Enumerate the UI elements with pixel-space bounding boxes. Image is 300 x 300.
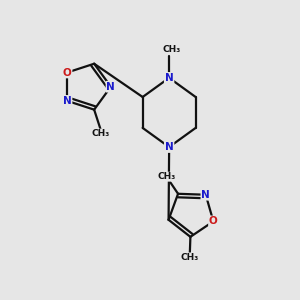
Text: CH₃: CH₃: [181, 253, 199, 262]
Text: CH₃: CH₃: [92, 129, 110, 138]
Text: N: N: [165, 73, 173, 83]
Text: N: N: [106, 82, 115, 92]
Text: N: N: [63, 96, 71, 106]
Text: N: N: [165, 142, 173, 152]
Text: N: N: [201, 190, 210, 200]
Text: CH₃: CH₃: [163, 45, 181, 54]
Text: O: O: [63, 68, 71, 77]
Text: CH₃: CH₃: [158, 172, 175, 181]
Text: O: O: [209, 216, 218, 226]
